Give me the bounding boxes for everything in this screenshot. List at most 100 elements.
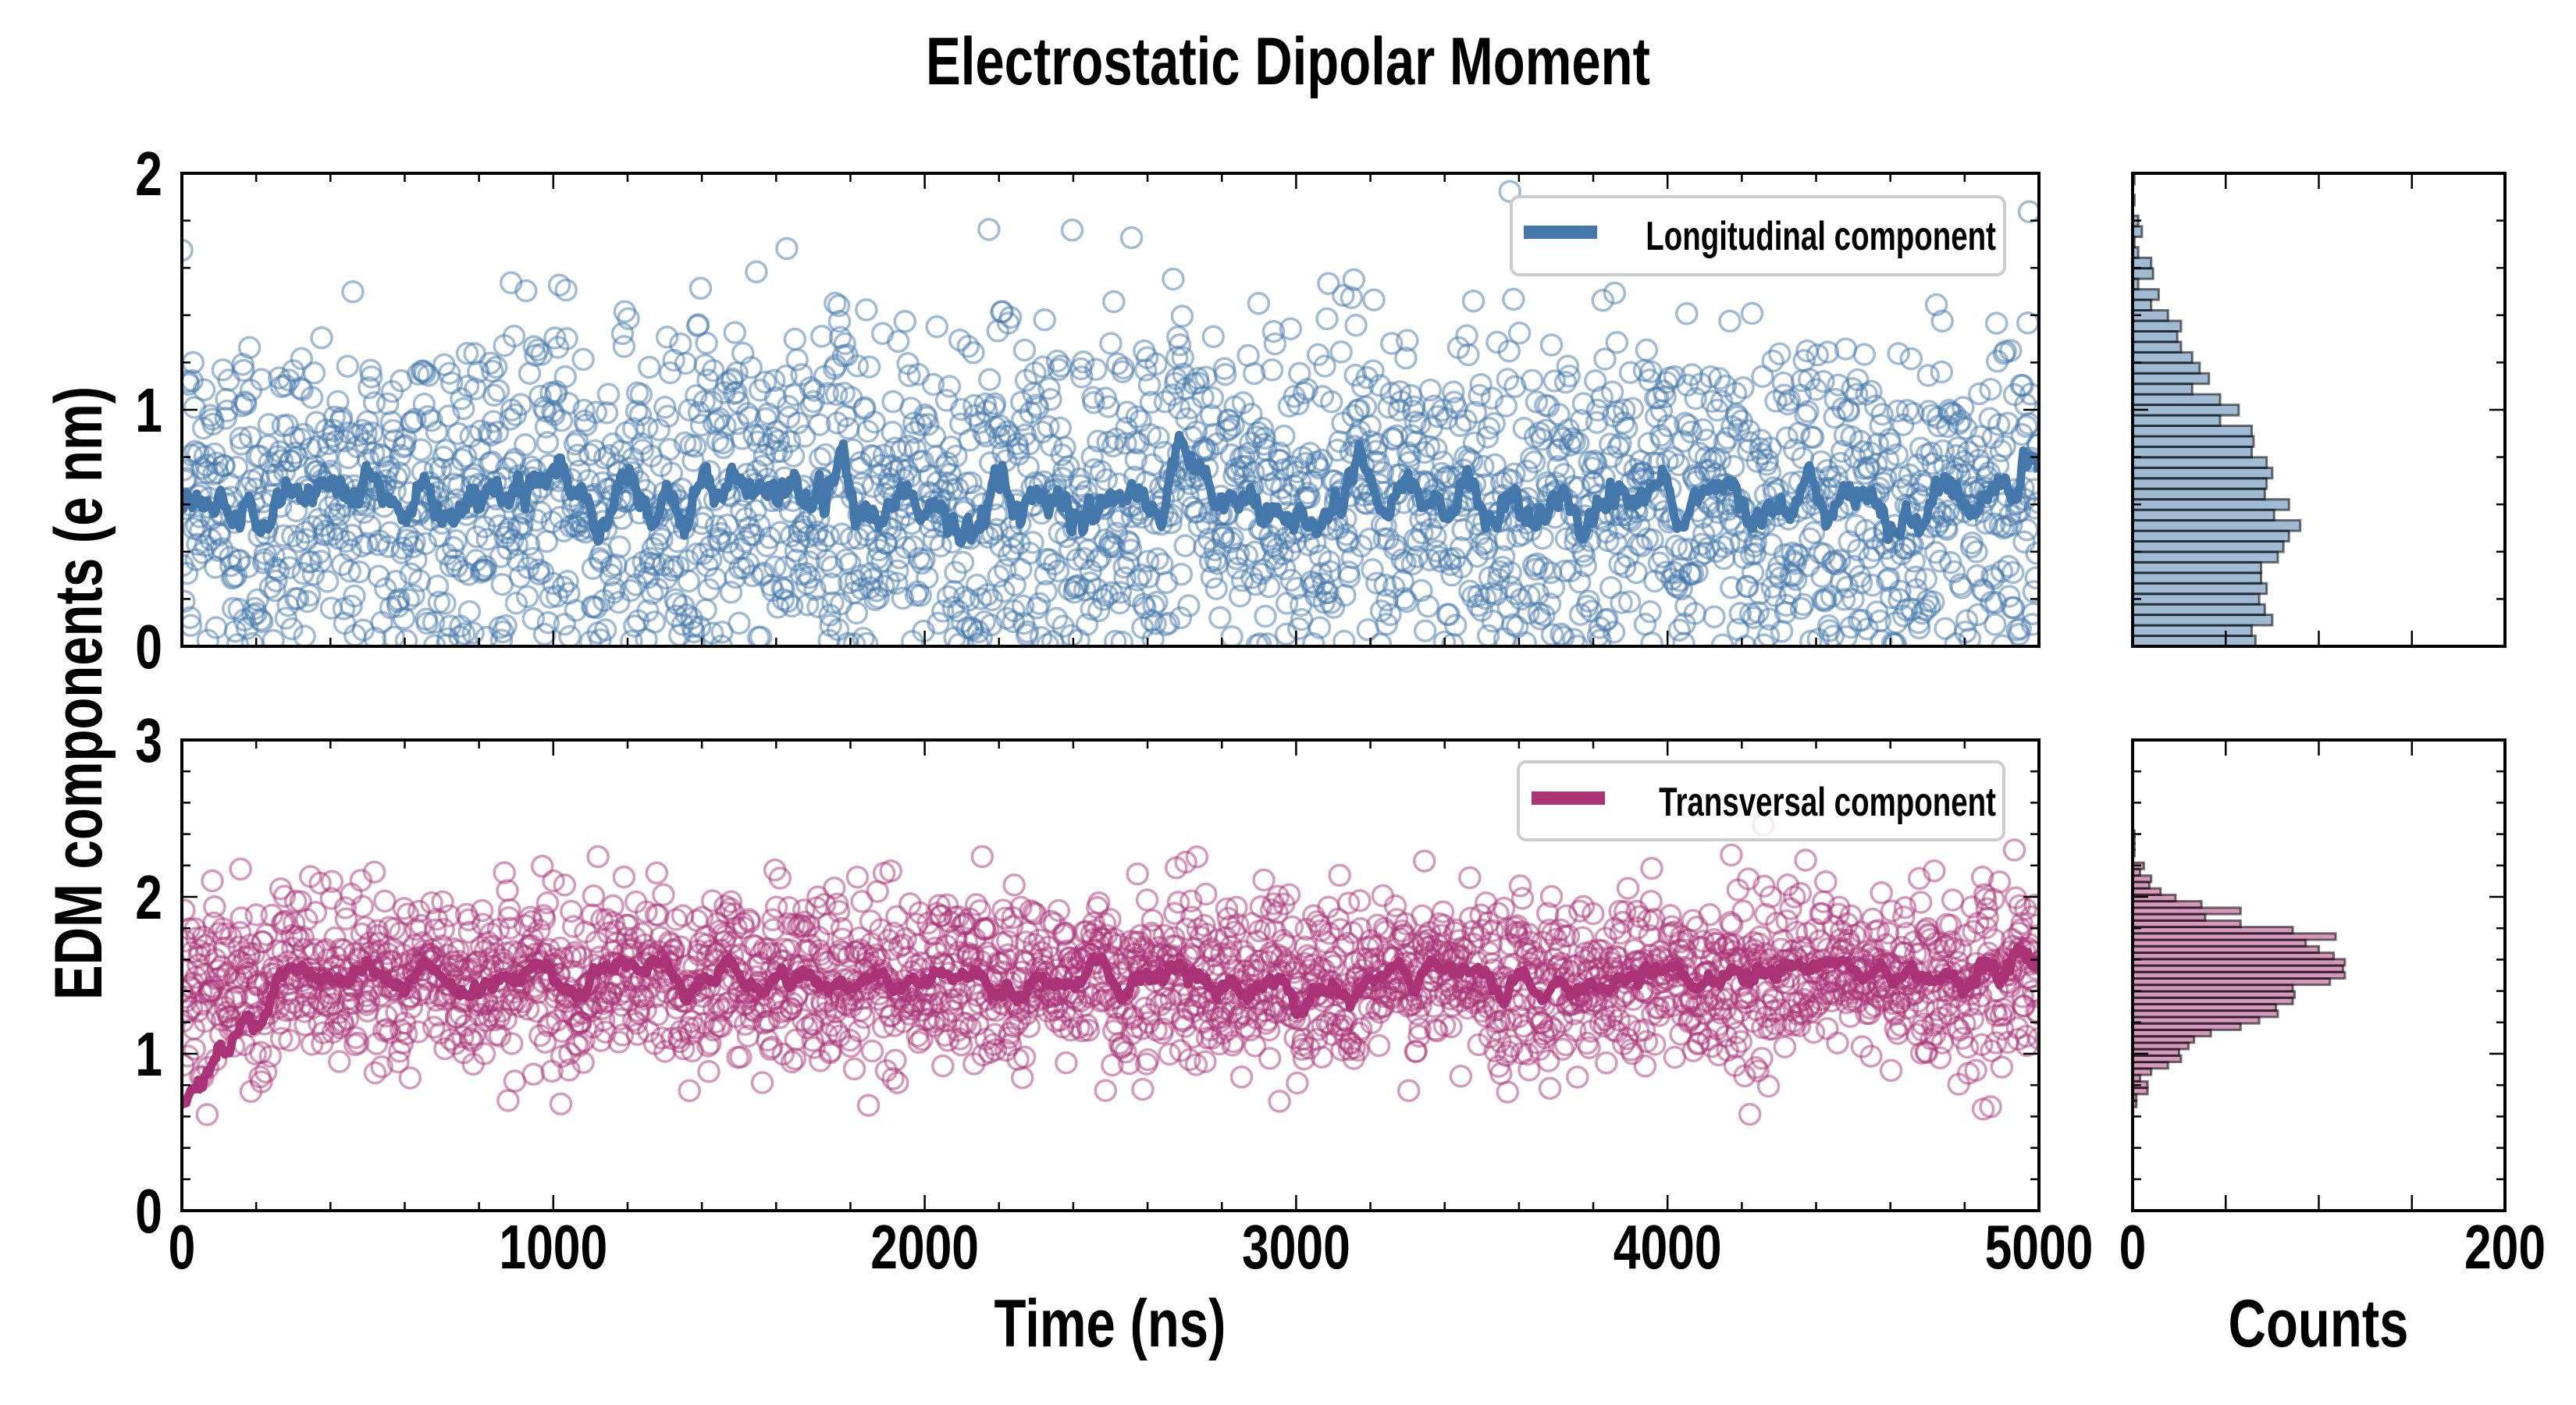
scatter-point [229, 857, 252, 881]
scatter-point [1001, 537, 1025, 561]
scatter-point [262, 544, 286, 568]
scatter-point [636, 599, 660, 623]
scatter-point [741, 564, 764, 588]
scatter-point [1593, 347, 1617, 371]
scatter-point [1902, 550, 1926, 573]
scatter-point [521, 606, 546, 631]
scatter-point [813, 443, 838, 467]
scatter-point [1000, 525, 1024, 549]
scatter-point [1536, 1049, 1560, 1072]
scatter-point [1248, 632, 1272, 646]
scatter-point [1380, 332, 1404, 355]
scatter-point [333, 896, 358, 919]
scatter-point [728, 611, 751, 635]
scatter-point [272, 524, 296, 548]
scatter-point [1815, 1016, 1839, 1040]
scatter-point [976, 583, 999, 606]
scatter-point [1613, 555, 1637, 578]
scatter-point [1242, 461, 1265, 485]
scatter-point [593, 618, 617, 642]
scatter-point [1047, 357, 1071, 382]
scatter-point [437, 404, 461, 428]
scatter-point [1514, 631, 1537, 646]
scatter-point [879, 859, 902, 883]
scatter-point [1313, 354, 1336, 378]
scatter-point [1400, 424, 1424, 447]
scatter-point [807, 507, 831, 531]
scatter-point [1718, 309, 1742, 333]
scatter-point [406, 1020, 430, 1044]
scatter-point [336, 354, 360, 378]
scatter-point [334, 907, 358, 931]
scatter-point [433, 592, 457, 615]
scatter-point [1144, 352, 1168, 376]
scatter-point [966, 632, 990, 646]
scatter-point [432, 917, 455, 941]
scatter-point [363, 1061, 387, 1085]
scatter-point [1909, 891, 1933, 914]
scatter-point [1746, 1059, 1770, 1083]
scatter-point [1602, 621, 1626, 644]
scatter-point [970, 845, 994, 869]
scatter-point [827, 309, 852, 333]
scatter-point [437, 361, 461, 385]
scatter-point [1174, 850, 1197, 874]
scatter-point [525, 1000, 549, 1023]
scatter-point [768, 866, 792, 890]
scatter-point [2016, 518, 2039, 542]
scatter-point [1110, 630, 1134, 646]
scatter-point [392, 897, 416, 920]
scatter-point [1684, 386, 1707, 411]
scatter-point [1517, 601, 1540, 625]
scatter-point [1876, 921, 1900, 945]
scatter-point [856, 1094, 881, 1117]
scatter-point [956, 335, 980, 358]
scatter-point [1720, 843, 1743, 867]
scatter-point [1471, 454, 1495, 478]
scatter-point [486, 421, 510, 444]
scatter-point [774, 365, 798, 388]
scatter-point [1674, 938, 1697, 962]
scatter-point [1517, 584, 1541, 608]
scatter-point [1141, 628, 1165, 646]
scatter-point [500, 1032, 524, 1055]
scatter-point [494, 614, 518, 638]
scatter-point [1201, 386, 1225, 410]
scatter-point [1885, 443, 1909, 467]
scatter-point [293, 624, 316, 646]
scatter-point [461, 621, 485, 645]
scatter-point [1688, 544, 1712, 568]
scatter-point [1179, 889, 1203, 913]
scatter-point [2019, 382, 2039, 406]
scatter-point [182, 372, 201, 397]
scatter-point [1691, 418, 1715, 442]
scatter-point [954, 1012, 978, 1035]
scatter-point [1821, 624, 1845, 646]
scatter-point [1396, 329, 1419, 352]
scatter-point [482, 410, 505, 433]
scatter-point [1788, 881, 1813, 905]
scatter-point [1193, 913, 1216, 937]
scatter-point [1893, 895, 1917, 919]
scatter-point [1794, 848, 1817, 872]
scatter-point [1496, 368, 1520, 391]
scatter-point [1029, 625, 1053, 646]
scatter-point [1852, 343, 1877, 366]
longitudinal-ytick-labels: 012 [135, 140, 162, 682]
scatter-point [1027, 592, 1051, 616]
scatter-point [515, 585, 539, 609]
scatter-point [1572, 544, 1596, 567]
scatter-point [1413, 619, 1437, 642]
scatter-point [1641, 528, 1664, 552]
scatter-point [1993, 434, 2016, 458]
scatter-point [1740, 301, 1764, 325]
scatter-point [2023, 478, 2039, 501]
scatter-point [1451, 518, 1475, 542]
scatter-point [422, 1016, 446, 1039]
scatter-point [1361, 359, 1385, 382]
scatter-point [1731, 899, 1755, 923]
scatter-point [472, 1042, 496, 1065]
scatter-point [739, 356, 763, 379]
scatter-point [1768, 342, 1791, 366]
